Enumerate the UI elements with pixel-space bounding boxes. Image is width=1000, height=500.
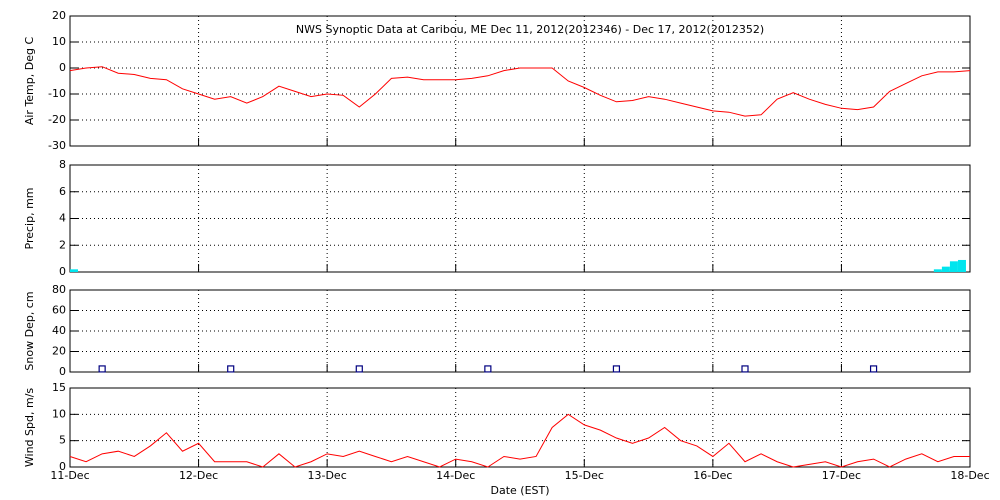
y-tick-label: 6 — [59, 185, 66, 198]
y-tick-label: 5 — [59, 434, 66, 447]
y-tick-label: 10 — [52, 407, 66, 420]
bar — [957, 259, 966, 272]
bar — [941, 266, 950, 272]
plot-frame — [69, 387, 971, 468]
y-axis-label: Wind Spd, m/s — [23, 388, 36, 468]
y-tick-label: -30 — [48, 139, 66, 152]
y-tick-label: 8 — [59, 158, 66, 171]
data-line — [69, 413, 970, 468]
x-tick-label: 11-Dec — [50, 469, 89, 482]
y-tick-label: 0 — [59, 460, 66, 473]
y-tick-label: 20 — [52, 345, 66, 358]
y-tick-label: 60 — [52, 304, 66, 317]
bar — [949, 261, 958, 272]
y-tick-label: -20 — [48, 113, 66, 126]
point — [355, 365, 363, 373]
y-tick-label: 4 — [59, 212, 66, 225]
x-tick-label: 14-Dec — [436, 469, 475, 482]
x-tick-label: 13-Dec — [308, 469, 347, 482]
point — [484, 365, 492, 373]
y-axis-label: Air Temp, Deg C — [23, 37, 36, 126]
data-line — [69, 66, 971, 117]
point — [227, 365, 235, 373]
x-tick-label: 18-Dec — [950, 469, 989, 482]
y-tick-label: 0 — [59, 265, 66, 278]
y-tick-label: 40 — [52, 324, 66, 337]
chart-title: NWS Synoptic Data at Caribou, ME Dec 11,… — [296, 23, 764, 36]
x-tick-label: 12-Dec — [179, 469, 218, 482]
plot-frame — [69, 15, 971, 147]
y-tick-label: -10 — [48, 87, 66, 100]
plot-frame — [69, 289, 971, 373]
y-tick-label: 10 — [52, 35, 66, 48]
bar — [70, 269, 78, 272]
y-axis-label: Snow Dep, cm — [23, 291, 36, 370]
y-tick-label: 2 — [59, 238, 66, 251]
x-tick-label: 15-Dec — [565, 469, 604, 482]
point — [98, 365, 106, 373]
point — [612, 365, 621, 373]
x-axis-label: Date (EST) — [490, 484, 549, 497]
point — [741, 365, 749, 373]
y-tick-label: 80 — [52, 283, 66, 296]
plot-frame — [69, 164, 971, 273]
y-tick-label: 0 — [59, 365, 66, 378]
bar — [933, 269, 942, 272]
x-tick-label: 16-Dec — [693, 469, 732, 482]
y-tick-label: 15 — [52, 381, 66, 394]
y-axis-label: Precip, mm — [23, 188, 36, 250]
point — [869, 365, 878, 373]
y-tick-label: 20 — [52, 9, 66, 22]
y-tick-label: 0 — [59, 61, 66, 74]
x-tick-label: 17-Dec — [822, 469, 861, 482]
